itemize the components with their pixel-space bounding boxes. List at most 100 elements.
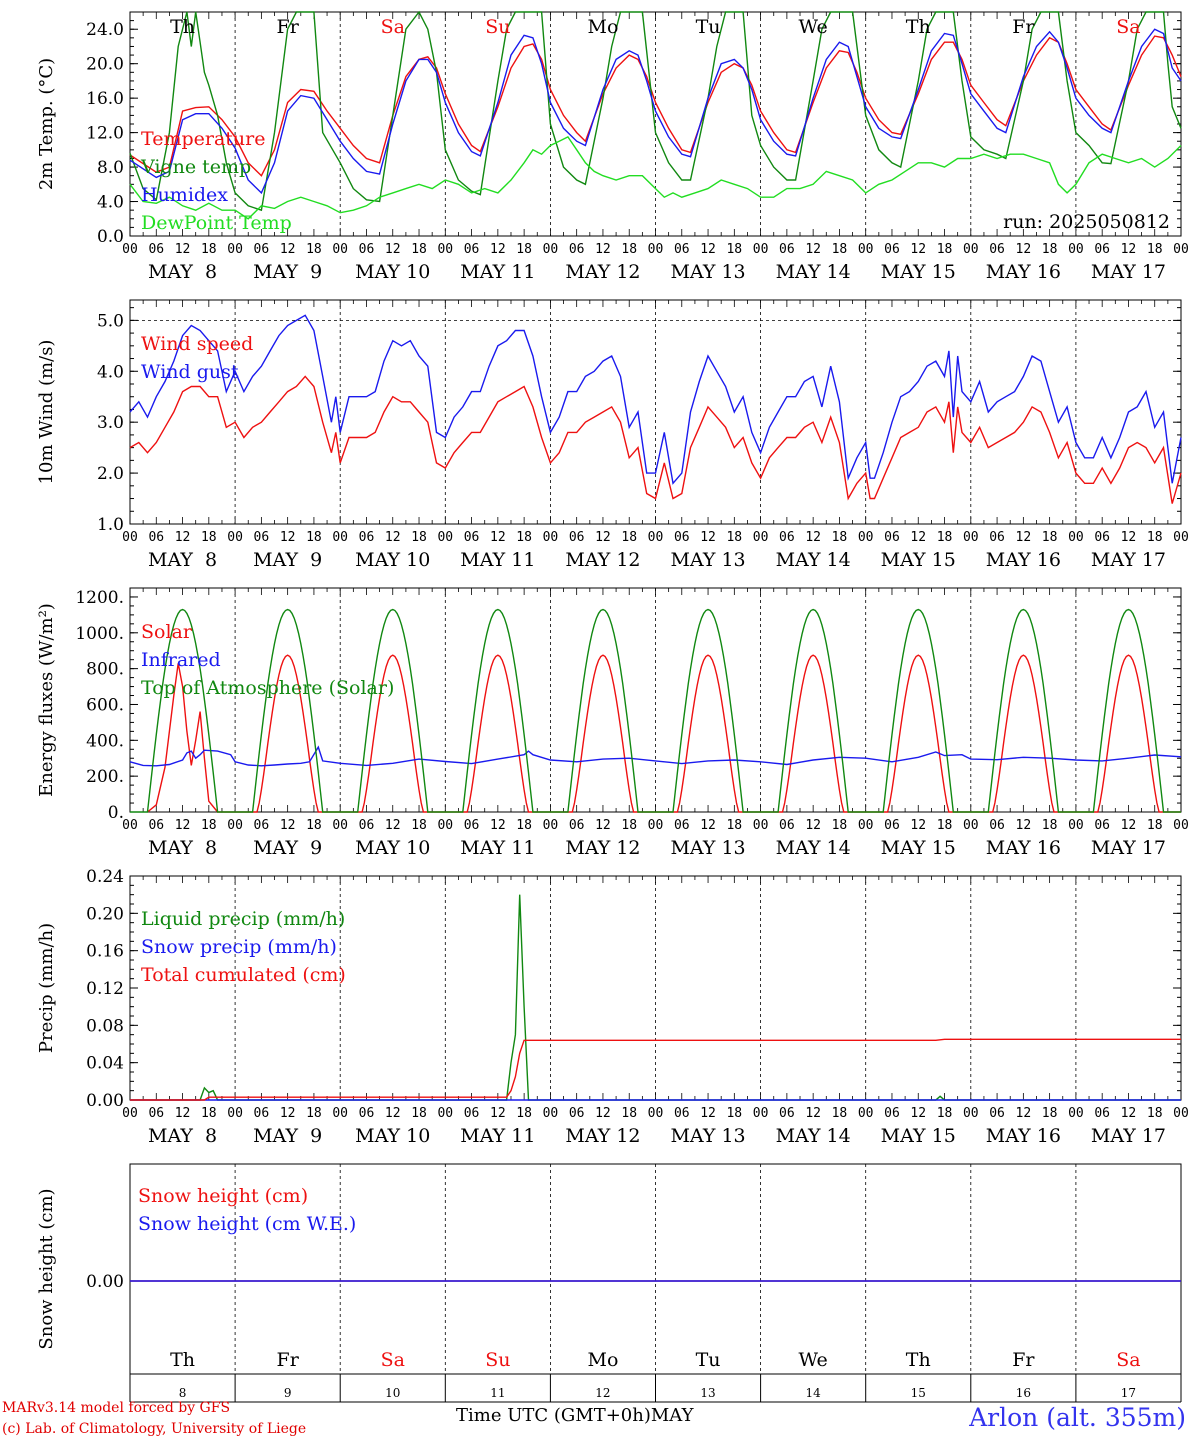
hour-label: 06 <box>884 1106 900 1121</box>
y-axis-label: 10m Wind (m/s) <box>36 340 57 485</box>
legend-entry: Vigne temp <box>140 156 251 178</box>
hour-label: 06 <box>464 818 480 833</box>
y-tick-label: 5.0 <box>97 311 124 331</box>
hour-label: 00 <box>122 242 138 257</box>
weekday-label: Tu <box>696 1349 721 1371</box>
y-tick-label: 600. <box>86 695 124 715</box>
hour-label: 12 <box>700 1106 716 1121</box>
date-label: MAY 10 <box>355 837 430 859</box>
hour-label: 06 <box>779 530 795 545</box>
date-label: MAY 9 <box>253 549 322 571</box>
date-label: MAY 17 <box>1091 261 1166 283</box>
hour-label: 18 <box>1042 242 1058 257</box>
weekday-label: Th <box>906 16 931 38</box>
hour-label: 06 <box>254 1106 270 1121</box>
date-label: MAY 14 <box>776 261 851 283</box>
hour-label: 00 <box>858 1106 874 1121</box>
date-label: MAY 11 <box>460 261 535 283</box>
hour-label: 12 <box>280 530 296 545</box>
date-label: MAY 8 <box>148 1125 217 1147</box>
hour-label: 06 <box>884 530 900 545</box>
weekday-label: Fr <box>277 16 300 38</box>
y-tick-label: 0.12 <box>86 979 124 999</box>
hour-label: 00 <box>858 530 874 545</box>
weekday-label: Fr <box>1012 16 1035 38</box>
hour-label: 12 <box>595 818 611 833</box>
hour-label: 06 <box>464 530 480 545</box>
date-number: 10 <box>385 1386 400 1400</box>
y-tick-label: 400. <box>86 731 124 751</box>
hour-label: 18 <box>516 818 532 833</box>
hour-label: 00 <box>1173 242 1189 257</box>
hour-label: 00 <box>332 242 348 257</box>
hour-label: 18 <box>516 242 532 257</box>
lab-credit: (c) Lab. of Climatology, University of L… <box>2 1421 307 1437</box>
hour-label: 00 <box>122 818 138 833</box>
hour-label: 00 <box>543 1106 559 1121</box>
y-tick-label: 2.0 <box>97 464 124 484</box>
hour-label: 06 <box>779 242 795 257</box>
y-tick-label: 24.0 <box>86 20 124 40</box>
date-label: MAY 8 <box>148 549 217 571</box>
hour-label: 00 <box>753 818 769 833</box>
hour-label: 18 <box>516 530 532 545</box>
weekday-label: Sa <box>1116 1349 1140 1371</box>
hour-label: 18 <box>306 1106 322 1121</box>
hour-label: 06 <box>989 530 1005 545</box>
hour-label: 18 <box>201 818 217 833</box>
y-tick-label: 1200. <box>75 588 124 608</box>
hour-label: 12 <box>490 530 506 545</box>
y-axis-label: 2m Temp. (°C) <box>36 58 57 190</box>
hour-label: 06 <box>779 1106 795 1121</box>
hour-label: 06 <box>148 530 164 545</box>
y-tick-label: 3.0 <box>97 413 124 433</box>
y-tick-label: 0.24 <box>86 867 124 887</box>
legend-entry: Wind gust <box>141 361 239 383</box>
hour-label: 18 <box>832 530 848 545</box>
weekday-label: Th <box>906 1349 931 1371</box>
hour-label: 00 <box>648 818 664 833</box>
hour-label: 06 <box>254 530 270 545</box>
hour-label: 00 <box>1173 530 1189 545</box>
hour-label: 06 <box>569 530 585 545</box>
hour-label: 06 <box>884 818 900 833</box>
date-label: MAY 17 <box>1091 837 1166 859</box>
hour-label: 00 <box>648 242 664 257</box>
hour-label: 12 <box>805 818 821 833</box>
series-line-liquid-precip-mm-h- <box>130 894 1181 1101</box>
panel-5: 0.00 Snow height (cm) Snow height (cm) Snow… <box>36 1163 1182 1403</box>
weekday-label: Su <box>485 1349 510 1371</box>
panel-2: 00 06 12 18 00 06 12 18 00 06 12 18 00 06 12 18 00 06 12 18… <box>36 299 1189 571</box>
hour-label: 18 <box>726 818 742 833</box>
date-label: MAY 15 <box>881 261 956 283</box>
date-label: MAY 14 <box>776 1125 851 1147</box>
hour-label: 06 <box>569 242 585 257</box>
series-line-humidex <box>129 28 1182 195</box>
hour-label: 12 <box>805 242 821 257</box>
hour-label: 06 <box>148 242 164 257</box>
hour-label: 12 <box>280 1106 296 1121</box>
y-tick-label: 0.04 <box>86 1054 124 1074</box>
hour-label: 18 <box>411 1106 427 1121</box>
date-number: 17 <box>1121 1386 1136 1400</box>
date-label: MAY 11 <box>460 549 535 571</box>
date-number: 14 <box>806 1386 822 1400</box>
weekday-label: Sa <box>381 1349 405 1371</box>
model-credit: MARv3.14 model forced by GFS <box>2 1400 231 1416</box>
panel-1: 00 06 12 18 00 06 12 18 00 06 12 18 00 06 12 18 00 06 12 18… <box>36 10 1189 283</box>
hour-label: 00 <box>753 242 769 257</box>
hour-label: 18 <box>937 1106 953 1121</box>
hour-label: 18 <box>306 242 322 257</box>
run-label: run: 2025050812 <box>1003 211 1170 233</box>
hour-label: 06 <box>674 242 690 257</box>
hour-label: 06 <box>674 818 690 833</box>
panel-4: 00 06 12 18 00 06 12 18 00 06 12 18 00 06 12 18 00 06 12 18… <box>36 867 1189 1147</box>
date-label: MAY 8 <box>148 261 217 283</box>
hour-label: 18 <box>832 1106 848 1121</box>
hour-label: 06 <box>1094 242 1110 257</box>
hour-label: 06 <box>779 818 795 833</box>
hour-label: 12 <box>1121 818 1137 833</box>
date-number: 11 <box>490 1386 505 1400</box>
weekday-label: Fr <box>1012 1349 1035 1371</box>
